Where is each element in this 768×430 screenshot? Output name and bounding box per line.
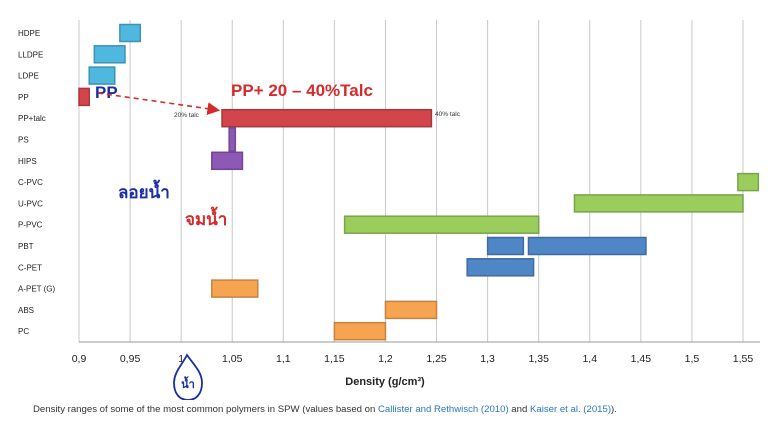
x-tick-label: 1,5 [685, 353, 700, 365]
x-tick-labels: 0,9 0,95 1 1,05 1,1 1,15 1,2 1,25 1,3 1,35 1,4 1,45… [72, 353, 754, 365]
x-tick-label: 1,4 [582, 353, 597, 365]
range-bar-pbt [486, 236, 525, 256]
caption-prefix: Density ranges of some of the most commo… [33, 404, 378, 415]
category-label: HIPS [18, 157, 37, 166]
range-bar-ps [228, 127, 237, 152]
range-bar-c-pvc [737, 172, 760, 192]
category-label: PP+talc [18, 114, 46, 123]
water-drop-icon [173, 353, 203, 400]
range-bar-abs [384, 300, 438, 320]
pp-talc-annotation: PP+ 20 – 40%Talc [231, 81, 373, 100]
talc-20-label: 20% talc [174, 112, 200, 119]
x-tick-label: 1,35 [528, 353, 549, 365]
x-tick-label: 1,2 [378, 353, 393, 365]
category-label: PC [18, 327, 29, 336]
x-tick-label: 1,3 [480, 353, 495, 365]
x-tick-label: 1,55 [733, 353, 754, 365]
range-bar-hdpe [119, 23, 142, 43]
range-bar-pc [333, 321, 387, 341]
range-bar-pp-talc [221, 108, 433, 128]
caption-ref-callister[interactable]: Callister and Rethwisch (2010) [378, 404, 509, 415]
category-label: A-PET (G) [18, 285, 56, 294]
figure-caption: Density ranges of some of the most commo… [33, 404, 763, 415]
x-tick-label: 0,95 [120, 353, 141, 365]
x-tick-label: 1,15 [324, 353, 345, 365]
range-bar-pp [78, 87, 90, 107]
caption-middle: and [508, 404, 530, 415]
float-label: ลอยน้ำ [118, 179, 170, 203]
caption-suffix: ). [611, 404, 617, 415]
category-labels: HDPE LLDPE LDPE PP PP+talc PS HIPS C-PVC U-PVC P-… [18, 29, 56, 336]
category-label: PP [18, 93, 29, 102]
range-bars [78, 23, 760, 341]
grid-lines [78, 20, 760, 343]
x-tick-label: 1,25 [426, 353, 447, 365]
pp-arrow [97, 92, 221, 115]
x-axis-title: Density (g/cm³) [345, 376, 425, 388]
talc-40-label: 40% talc [435, 111, 461, 118]
category-label: U-PVC [18, 199, 43, 208]
range-bar-pbt [527, 236, 647, 256]
range-bar-ldpe [88, 66, 116, 85]
category-label: LLDPE [18, 50, 43, 59]
category-label: HDPE [18, 29, 40, 38]
category-label: PBT [18, 242, 34, 251]
range-bar-a-pet-g [211, 279, 259, 298]
range-bar-c-pet [466, 258, 535, 277]
pp-annotation: PP [95, 83, 118, 102]
category-label: C-PVC [18, 178, 43, 187]
range-bar-hips [211, 151, 244, 171]
category-label: C-PET [18, 263, 42, 272]
x-tick-label: 1,05 [222, 353, 243, 365]
category-label: PS [18, 136, 29, 145]
caption-ref-kaiser[interactable]: Kaiser et al. (2015) [529, 404, 612, 415]
category-label: P-PVC [18, 221, 43, 230]
water-label: น้ำ [181, 376, 195, 391]
range-bar-p-pvc [343, 215, 540, 234]
x-tick-label: 0,9 [72, 353, 87, 365]
category-label: ABS [18, 306, 34, 315]
range-bar-u-pvc [573, 194, 744, 213]
x-tick-label: 1,45 [631, 353, 652, 365]
x-tick-label: 1 [178, 353, 184, 365]
sink-label: จมน้ำ [185, 206, 227, 230]
category-label: LDPE [18, 72, 39, 81]
x-tick-label: 1,1 [276, 353, 291, 365]
range-bar-lldpe [93, 45, 126, 64]
density-chart: HDPE LLDPE LDPE PP PP+talc PS HIPS C-PVC U-PVC P-… [18, 20, 760, 400]
